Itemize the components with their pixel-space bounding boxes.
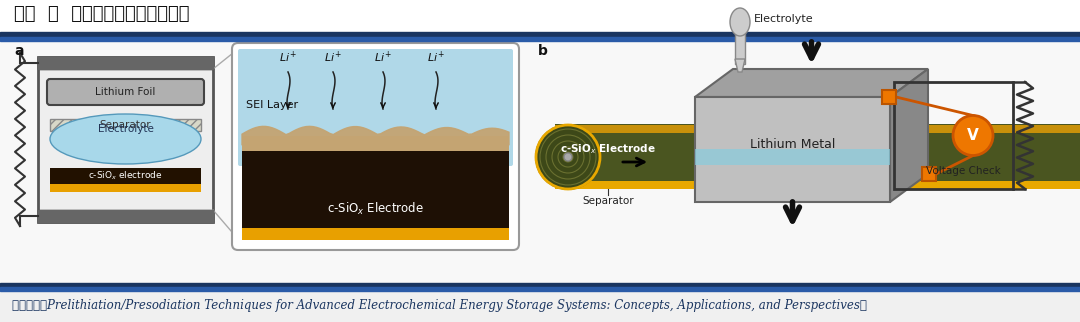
Text: Li$^+$: Li$^+$ (324, 50, 342, 65)
Bar (0, 0, 1080, 32)
Text: c-SiO$_x$ Electrode: c-SiO$_x$ Electrode (327, 201, 424, 217)
Circle shape (564, 153, 572, 161)
Bar (894, 82, 1013, 189)
Polygon shape (735, 59, 745, 72)
Bar (38, 57, 213, 222)
Bar (696, 97, 890, 202)
Bar (50, 168, 201, 184)
Text: b: b (538, 44, 548, 58)
Text: Li$^+$: Li$^+$ (279, 50, 297, 65)
Bar (555, 181, 1080, 189)
Text: Lithium Foil: Lithium Foil (95, 87, 156, 97)
Circle shape (536, 125, 600, 189)
Text: Li$^+$: Li$^+$ (374, 50, 392, 65)
Bar (696, 149, 890, 165)
Text: Lithium Metal: Lithium Metal (750, 138, 835, 151)
Text: c-SiO$_x$ electrode: c-SiO$_x$ electrode (89, 170, 163, 182)
Bar (882, 90, 896, 104)
FancyBboxPatch shape (48, 79, 204, 105)
Bar (38, 57, 213, 69)
Text: Li$^+$: Li$^+$ (427, 50, 445, 65)
Bar (242, 136, 509, 151)
Bar (0, 283, 1080, 287)
Text: 图表  ：  电化学预锂化的基本原理: 图表 ： 电化学预锂化的基本原理 (14, 5, 189, 23)
Bar (50, 184, 201, 192)
Bar (555, 125, 1080, 133)
Bar (50, 119, 201, 131)
Text: Electrolyte: Electrolyte (97, 124, 153, 134)
Text: 资料来源：Prelithiation/Presodiation Techniques for Advanced Electrochemical Energy S: 资料来源：Prelithiation/Presodiation Techniqu… (12, 299, 867, 312)
Bar (735, 29, 745, 64)
Bar (922, 167, 936, 181)
Bar (38, 210, 213, 222)
Text: Separator: Separator (99, 120, 151, 130)
Text: a: a (14, 44, 24, 58)
Polygon shape (890, 69, 928, 202)
Text: c-SiO$_x$ Electrode: c-SiO$_x$ Electrode (561, 142, 656, 156)
Bar (0, 41, 1080, 284)
Bar (0, 32, 1080, 37)
Text: SEI Layer: SEI Layer (246, 100, 298, 110)
Bar (242, 228, 509, 240)
Polygon shape (242, 126, 509, 145)
FancyBboxPatch shape (232, 43, 519, 250)
Bar (0, 284, 1080, 322)
Polygon shape (696, 69, 928, 97)
Ellipse shape (730, 8, 750, 36)
Text: Separator: Separator (582, 196, 634, 206)
Bar (0, 287, 1080, 291)
Bar (38, 210, 213, 222)
Text: Voltage Check: Voltage Check (926, 166, 1000, 175)
Text: V: V (967, 128, 978, 143)
Bar (0, 37, 1080, 41)
Bar (38, 57, 213, 69)
Text: Electrolyte: Electrolyte (754, 14, 813, 24)
Circle shape (953, 116, 993, 156)
Ellipse shape (50, 114, 201, 164)
FancyBboxPatch shape (238, 49, 513, 166)
Bar (242, 141, 509, 240)
Bar (555, 124, 1080, 189)
